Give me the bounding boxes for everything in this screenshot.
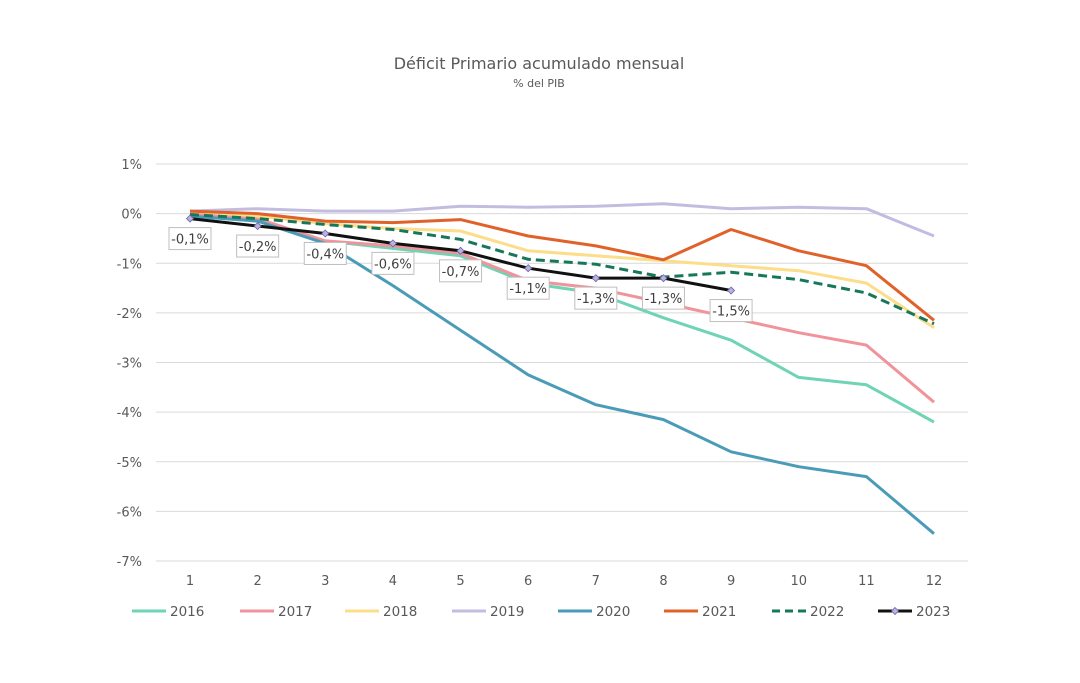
x-tick-label: 8 — [659, 574, 667, 589]
data-label: -1,3% — [577, 292, 615, 307]
series-line-2020 — [189, 214, 935, 535]
data-point-marker — [388, 239, 397, 248]
data-label-box — [641, 286, 685, 310]
y-tick-label: -2% — [117, 307, 142, 322]
data-labels: -0,1% -0,2% -0,4% -0,6% -0,7% -1,1% -1,3% -1,3%… — [168, 227, 753, 323]
series-line-2021 — [189, 209, 935, 322]
legend-item-2022: 2022 — [772, 604, 844, 620]
series-lines — [185, 202, 935, 535]
data-point-marker — [321, 229, 330, 238]
data-label-box — [168, 227, 212, 251]
legend: 2016 2017 2018 2019 2020 2021 2022 2023 — [132, 604, 950, 620]
legend-label: 2021 — [702, 604, 736, 620]
x-tick-label: 12 — [926, 574, 943, 589]
data-label-box — [303, 241, 347, 265]
x-tick-label: 4 — [389, 574, 397, 589]
legend-item-2020: 2020 — [558, 604, 630, 620]
y-tick-label: -7% — [117, 555, 142, 570]
x-tick-label: 9 — [727, 574, 735, 589]
data-label: -0,6% — [374, 257, 412, 272]
chart-title: Déficit Primario acumulado mensual — [394, 54, 685, 73]
y-tick-label: -3% — [117, 357, 142, 372]
legend-label: 2020 — [596, 604, 630, 620]
data-label: -0,1% — [171, 233, 209, 248]
data-point-marker — [253, 221, 262, 231]
series-line-2017 — [189, 212, 935, 404]
legend-label: 2018 — [383, 604, 417, 620]
gridlines — [156, 163, 968, 562]
legend-item-2018: 2018 — [345, 604, 417, 620]
y-tick-label: -1% — [117, 257, 142, 272]
x-tick-label: 7 — [592, 574, 600, 589]
x-tick-label: 5 — [456, 574, 464, 589]
series-line-2018 — [189, 209, 935, 330]
legend-item-2017: 2017 — [240, 604, 312, 620]
data-label-box — [236, 234, 280, 258]
legend-item-2023: 2023 — [878, 604, 950, 620]
x-axis: 1 2 3 4 5 6 7 8 9 10 11 12 — [186, 574, 942, 589]
data-label-box — [506, 276, 550, 300]
data-point-marker — [185, 214, 195, 223]
x-tick-label: 3 — [321, 574, 329, 589]
legend-label: 2019 — [490, 604, 524, 620]
data-point-marker — [456, 246, 465, 255]
x-tick-label: 2 — [253, 574, 261, 589]
legend-item-2019: 2019 — [452, 604, 524, 620]
data-label: -0,7% — [442, 265, 480, 280]
y-tick-label: -5% — [117, 456, 142, 471]
data-label-box — [574, 286, 618, 310]
data-point-marker — [727, 286, 736, 295]
series-line-2019 — [189, 202, 935, 238]
data-point-marker — [524, 264, 533, 273]
x-tick-label: 11 — [858, 574, 875, 589]
y-tick-label: -4% — [117, 406, 142, 421]
data-label-box — [371, 251, 415, 275]
y-tick-label: 0% — [121, 208, 142, 223]
legend-item-2016: 2016 — [132, 604, 204, 620]
data-label-box — [709, 299, 753, 323]
legend-label: 2023 — [916, 604, 950, 620]
data-point-marker — [659, 274, 668, 283]
data-point-marker — [591, 274, 600, 283]
legend-item-2021: 2021 — [664, 604, 736, 620]
data-label: -0,4% — [306, 247, 344, 262]
data-label: -1,1% — [509, 282, 547, 297]
x-tick-label: 10 — [790, 574, 807, 589]
data-label-box — [439, 259, 483, 283]
chart-subtitle: % del PIB — [513, 77, 565, 90]
data-label: -1,5% — [712, 305, 750, 320]
y-tick-label: -6% — [117, 505, 142, 520]
y-tick-label: 1% — [121, 158, 142, 173]
legend-label: 2017 — [278, 604, 312, 620]
legend-label: 2016 — [170, 604, 204, 620]
data-label: -1,3% — [645, 292, 683, 307]
data-label: -0,2% — [239, 240, 277, 255]
x-tick-label: 6 — [524, 574, 532, 589]
y-axis: 1% 0% -1% -2% -3% -4% -5% -6% -7% — [117, 158, 142, 570]
legend-marker — [890, 606, 900, 616]
legend-label: 2022 — [810, 604, 844, 620]
x-tick-label: 1 — [186, 574, 194, 589]
